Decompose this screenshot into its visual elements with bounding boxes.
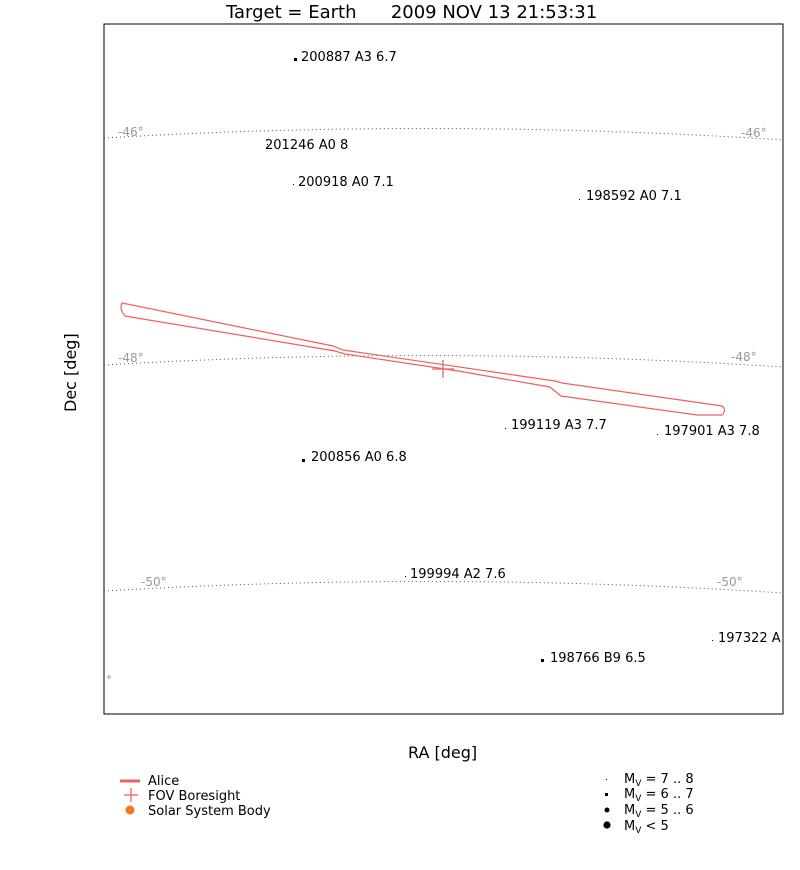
star-label: 197322 A: [718, 631, 781, 646]
gridline-dec-48: [103, 354, 784, 368]
star-199119: [505, 428, 506, 429]
star-197901: [657, 434, 658, 435]
star-label: 198766 B9 6.5: [550, 651, 646, 666]
legend-left: Alice FOV Boresight Solar System Body: [120, 774, 271, 819]
legend-magnitudes: MV = 7 .. 8 MV = 6 .. 7 MV = 5 .. 6 MV <…: [603, 772, 694, 836]
gridline-label-left: -46°: [118, 125, 144, 139]
x-axis-label: RA [deg]: [408, 743, 477, 762]
gridline-label-right: -50°: [717, 575, 743, 589]
gridline-dec-50: [103, 580, 784, 594]
star-labels: 200887 A3 6.7 201246 A0 8 200918 A0 7.1 …: [265, 50, 781, 666]
legend-mag-dot: [605, 793, 608, 796]
star-label: 199994 A2 7.6: [410, 567, 506, 582]
dec-grid-labels: -46° -46° -48° -48° -50° -50°: [118, 125, 767, 589]
legend-mag-label: MV = 6 .. 7: [624, 787, 694, 804]
gridline-dec-46: [103, 127, 784, 141]
star-label: 199119 A3 7.7: [511, 418, 607, 433]
star-198766: [541, 659, 544, 662]
legend-mag-dot: [604, 807, 610, 813]
star-label: 200887 A3 6.7: [301, 50, 397, 65]
gridline-label-left: -50°: [141, 575, 167, 589]
star-200887: [294, 58, 297, 61]
star-200856: [302, 459, 305, 462]
legend-ssb-swatch: [125, 805, 135, 815]
y-axis-label: Dec [deg]: [61, 333, 80, 412]
legend-ssb-label: Solar System Body: [148, 804, 271, 819]
star-200918: [293, 184, 294, 185]
gridline-label-right: -46°: [741, 126, 767, 140]
star-198592: [579, 199, 580, 200]
star-label: 201246 A0 8: [265, 138, 348, 153]
star-label: 198592 A0 7.1: [586, 189, 682, 204]
legend-boresight-label: FOV Boresight: [148, 789, 240, 804]
legend-mag-label: MV = 5 .. 6: [624, 803, 694, 820]
star-197322: [712, 640, 713, 641]
legend-alice-label: Alice: [148, 774, 179, 789]
star-label: 200856 A0 6.8: [311, 450, 407, 465]
gridline-label-right: -48°: [731, 350, 757, 364]
legend-boresight-swatch: [124, 788, 138, 802]
alice-fov-outline: [120, 302, 726, 416]
star-points: [267, 58, 713, 662]
chart-title: Target = Earth 2009 NOV 13 21:53:31: [225, 2, 597, 23]
gridline-label-left: -48°: [118, 351, 144, 365]
edge-marker: [107, 675, 111, 679]
star-label: 197901 A3 7.8: [664, 424, 760, 439]
star-199994: [405, 576, 406, 577]
legend-mag-dot: [603, 821, 611, 829]
star-201246: [267, 144, 268, 145]
fov-boresight-marker: [432, 360, 454, 378]
dec-gridlines: [103, 127, 784, 594]
legend-mag-dot: [606, 779, 607, 780]
plot-area: [103, 23, 784, 715]
star-label: 200918 A0 7.1: [298, 175, 394, 190]
legend-mag-label: MV < 5: [624, 819, 669, 836]
legend-mag-label: MV = 7 .. 8: [624, 772, 694, 789]
